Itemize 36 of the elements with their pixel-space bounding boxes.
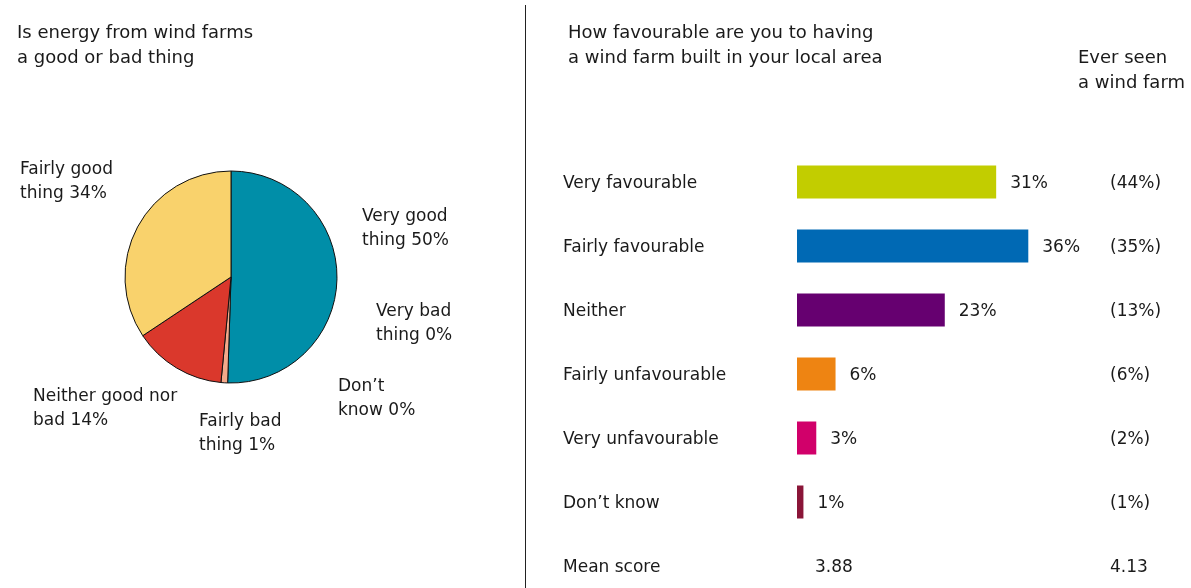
- slice-label: Fairly good thing 34%: [20, 158, 119, 202]
- y-tick-label: Fairly unfavourable: [563, 364, 727, 384]
- data-label: 1%: [817, 492, 845, 512]
- bar: [797, 293, 945, 327]
- data-label: 36%: [1042, 236, 1081, 256]
- y2-tick-label: (2%): [1110, 428, 1151, 448]
- data-label: 6%: [849, 364, 877, 384]
- slice-label: Neither good nor bad 14%: [33, 385, 183, 429]
- bar: [797, 229, 1029, 263]
- y2-tick-label: (1%): [1110, 492, 1151, 512]
- category-label: Don’t know 0%: [338, 375, 416, 419]
- text: 3.88: [815, 555, 853, 576]
- y-tick-label: Very favourable: [563, 172, 698, 192]
- bar: [797, 357, 836, 391]
- y-tick-label: Fairly favourable: [563, 236, 705, 256]
- data-label: 3%: [830, 428, 858, 448]
- y2-tick-label: (6%): [1110, 364, 1151, 384]
- category-label: Very bad thing 0%: [376, 300, 453, 344]
- y-tick-label: Neither: [563, 300, 626, 320]
- y2-tick-label: (35%): [1110, 236, 1162, 256]
- y2-tick-label: (44%): [1110, 172, 1162, 192]
- bar: [797, 165, 997, 199]
- bar: [797, 421, 817, 455]
- y2-tick-label: (13%): [1110, 300, 1162, 320]
- data-label: 31%: [1010, 172, 1048, 192]
- data-label: 23%: [958, 300, 997, 320]
- y2-axis-title: Ever seen a wind farm: [1078, 46, 1186, 92]
- slice-label: Very good thing 50%: [362, 205, 454, 249]
- y-tick-label: Very unfavourable: [563, 428, 719, 448]
- text: 4.13: [1110, 555, 1148, 576]
- bar: [797, 485, 804, 519]
- chart-title: How favourable are you to having a wind farm built in your local area: [568, 21, 883, 67]
- text: Mean score: [563, 555, 661, 576]
- slice-label: Fairly bad thing 1%: [199, 410, 287, 454]
- chart-title: Is energy from wind farms a good or bad thing: [17, 21, 254, 67]
- y-tick-label: Don’t know: [563, 492, 660, 512]
